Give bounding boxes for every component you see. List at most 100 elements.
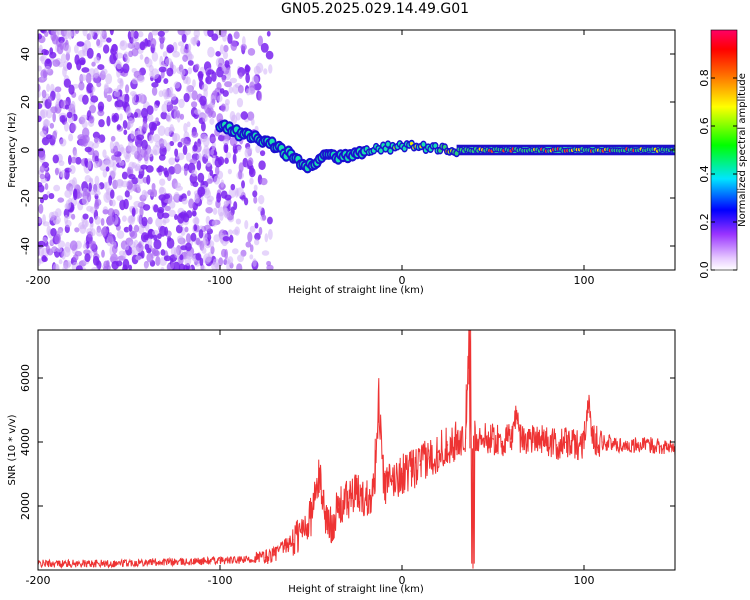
noise-blob bbox=[135, 255, 142, 261]
noise-blob bbox=[136, 134, 145, 141]
noise-blob bbox=[42, 70, 47, 79]
noise-blob bbox=[139, 41, 146, 51]
noise-blob bbox=[185, 76, 191, 85]
noise-blob bbox=[39, 165, 46, 173]
noise-blob bbox=[101, 249, 105, 258]
noise-blob bbox=[144, 243, 150, 251]
noise-blob bbox=[135, 163, 141, 172]
noise-blob bbox=[153, 204, 159, 213]
noise-blob bbox=[245, 88, 251, 96]
noise-blob bbox=[159, 178, 166, 186]
noise-blob bbox=[94, 198, 99, 208]
noise-blob bbox=[112, 161, 117, 172]
noise-blob bbox=[113, 145, 119, 156]
spectrogram-x-tick-label: -200 bbox=[26, 274, 51, 287]
snr-x-tick-label: -100 bbox=[208, 574, 233, 587]
noise-blob bbox=[76, 41, 85, 47]
noise-blob bbox=[151, 183, 156, 191]
noise-blob bbox=[244, 64, 250, 76]
noise-blob bbox=[88, 177, 93, 183]
noise-blob bbox=[236, 187, 244, 197]
noise-blob bbox=[201, 83, 209, 92]
noise-blob bbox=[38, 217, 42, 224]
noise-blob bbox=[202, 237, 209, 246]
noise-blob bbox=[235, 218, 242, 225]
snr-y-tick-label: 2000 bbox=[19, 492, 32, 520]
noise-blob bbox=[140, 232, 149, 243]
noise-blob bbox=[147, 113, 154, 122]
noise-blob bbox=[105, 166, 110, 172]
noise-blob bbox=[265, 50, 274, 60]
noise-blob bbox=[115, 178, 124, 188]
noise-blob bbox=[101, 68, 108, 75]
noise-blob bbox=[157, 209, 164, 220]
noise-blob bbox=[42, 221, 50, 227]
noise-blob bbox=[46, 83, 51, 93]
noise-blob bbox=[187, 43, 192, 53]
noise-blob bbox=[41, 256, 48, 263]
noise-blob bbox=[215, 51, 221, 57]
noise-blob bbox=[249, 254, 254, 260]
noise-blob bbox=[78, 81, 85, 91]
noise-blob bbox=[128, 241, 136, 248]
noise-blob bbox=[39, 173, 46, 180]
noise-blob bbox=[92, 255, 100, 266]
snr-y-label: SNR (10 * v/v) bbox=[7, 414, 18, 485]
noise-blob bbox=[213, 234, 221, 243]
noise-blob bbox=[102, 44, 110, 54]
noise-blob bbox=[59, 40, 64, 51]
noise-blob bbox=[82, 137, 88, 147]
noise-blob bbox=[257, 35, 264, 47]
noise-blob bbox=[168, 209, 176, 217]
noise-blob bbox=[71, 177, 78, 189]
noise-blob bbox=[219, 232, 225, 244]
noise-blob bbox=[51, 34, 59, 45]
noise-blob bbox=[158, 194, 167, 201]
noise-blob bbox=[80, 114, 88, 121]
noise-blob bbox=[219, 44, 224, 55]
noise-blob bbox=[54, 233, 61, 245]
noise-blob bbox=[39, 246, 45, 258]
noise-blob bbox=[55, 92, 61, 101]
noise-blob bbox=[63, 78, 72, 88]
noise-blob bbox=[109, 30, 114, 36]
noise-blob bbox=[125, 106, 132, 117]
noise-blob bbox=[220, 179, 225, 188]
noise-blob bbox=[70, 100, 76, 112]
noise-blob bbox=[94, 215, 101, 225]
colorbar-tick-label: 0.6 bbox=[698, 117, 711, 135]
ridge-blob-core bbox=[433, 143, 438, 149]
noise-blob bbox=[186, 190, 191, 197]
noise-blob bbox=[133, 30, 139, 39]
noise-blob bbox=[126, 42, 132, 49]
noise-blob bbox=[205, 161, 212, 167]
noise-blob bbox=[211, 219, 218, 227]
noise-blob bbox=[145, 58, 153, 68]
noise-blob bbox=[50, 227, 57, 237]
noise-blob bbox=[151, 122, 158, 131]
noise-blob bbox=[185, 84, 193, 94]
noise-blob bbox=[258, 160, 266, 171]
noise-blob bbox=[88, 240, 97, 250]
noise-blob bbox=[108, 175, 113, 186]
noise-blob bbox=[98, 119, 105, 128]
noise-blob bbox=[38, 181, 43, 188]
noise-blob bbox=[210, 136, 217, 143]
noise-blob bbox=[38, 151, 46, 161]
noise-blob bbox=[121, 215, 127, 222]
noise-blob bbox=[65, 52, 71, 61]
noise-blob bbox=[211, 261, 219, 270]
noise-blob bbox=[111, 43, 118, 53]
noise-blob bbox=[70, 123, 77, 132]
noise-blob bbox=[52, 59, 61, 67]
noise-blob bbox=[81, 120, 88, 129]
snr-x-ticks: -200 -100 0 100 bbox=[26, 330, 595, 587]
noise-blob bbox=[198, 229, 204, 239]
noise-blob bbox=[73, 189, 78, 201]
noise-blob bbox=[106, 37, 112, 43]
colorbar-ticks: 0.0 0.2 0.4 0.6 0.8 bbox=[698, 69, 737, 279]
noise-blob bbox=[169, 141, 175, 147]
noise-blob bbox=[128, 173, 136, 180]
noise-blob bbox=[143, 262, 149, 270]
